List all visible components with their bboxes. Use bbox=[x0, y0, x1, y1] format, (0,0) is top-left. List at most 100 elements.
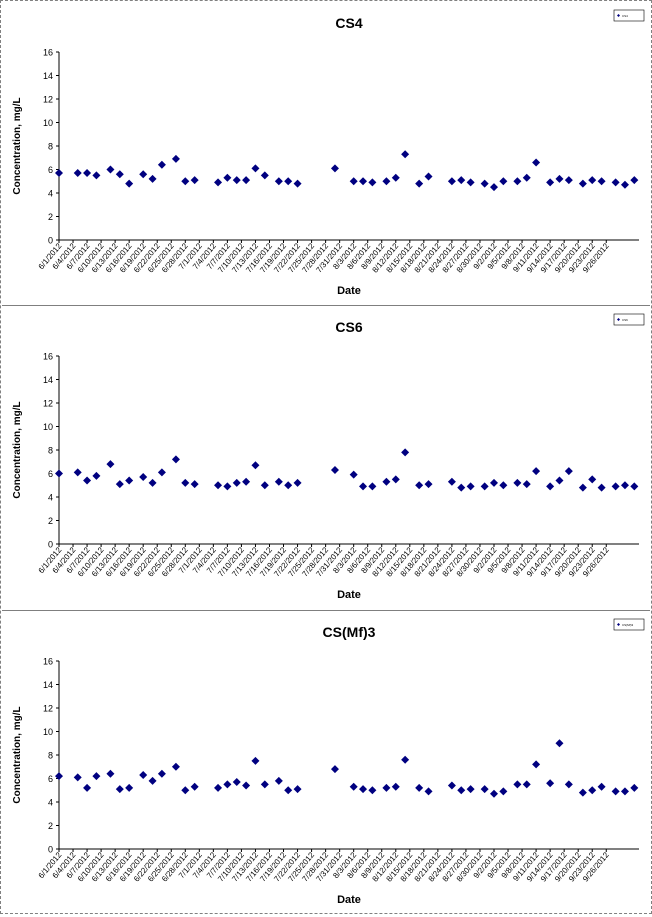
data-point bbox=[546, 482, 555, 491]
data-point bbox=[555, 476, 564, 485]
y-tick-label: 0 bbox=[48, 540, 53, 550]
data-point bbox=[578, 483, 587, 492]
data-point bbox=[349, 782, 358, 791]
data-point bbox=[330, 465, 339, 474]
data-point bbox=[284, 786, 293, 795]
data-point bbox=[359, 177, 368, 186]
legend-box bbox=[613, 313, 645, 326]
y-tick-label: 12 bbox=[43, 704, 53, 714]
data-point bbox=[190, 480, 199, 489]
data-point bbox=[480, 482, 489, 491]
y-tick-label: 12 bbox=[43, 399, 53, 409]
data-point bbox=[359, 482, 368, 491]
data-point bbox=[415, 481, 424, 490]
data-point bbox=[92, 471, 101, 480]
data-point bbox=[223, 482, 232, 491]
data-point bbox=[490, 478, 498, 487]
data-point bbox=[630, 482, 639, 491]
y-tick-label: 16 bbox=[43, 657, 53, 667]
y-tick-label: 10 bbox=[43, 727, 53, 737]
data-point bbox=[106, 769, 115, 778]
data-point bbox=[564, 780, 573, 789]
data-point bbox=[92, 772, 101, 781]
data-point bbox=[597, 483, 606, 492]
data-point bbox=[424, 480, 433, 489]
data-point bbox=[125, 476, 134, 485]
data-point bbox=[223, 780, 232, 789]
data-point bbox=[349, 470, 358, 479]
legend-marker bbox=[617, 623, 620, 626]
data-point bbox=[546, 779, 555, 788]
data-point bbox=[522, 780, 531, 789]
data-point bbox=[564, 176, 573, 185]
data-point bbox=[148, 776, 157, 785]
data-point bbox=[578, 179, 587, 188]
data-point bbox=[171, 455, 180, 464]
y-tick-label: 10 bbox=[43, 118, 53, 128]
data-point bbox=[125, 783, 134, 792]
data-point bbox=[401, 150, 410, 159]
data-point bbox=[171, 762, 180, 771]
y-tick-label: 14 bbox=[43, 680, 53, 690]
data-point bbox=[401, 448, 410, 457]
data-point bbox=[630, 176, 639, 185]
data-point bbox=[564, 467, 573, 476]
y-tick-label: 8 bbox=[48, 751, 53, 761]
data-point bbox=[171, 154, 180, 163]
data-point bbox=[466, 785, 475, 794]
y-axis-label: Concentration, mg/L bbox=[12, 706, 23, 803]
data-point bbox=[73, 773, 82, 782]
data-point bbox=[293, 785, 302, 794]
data-point bbox=[55, 469, 63, 478]
data-point bbox=[546, 178, 555, 187]
data-point bbox=[55, 772, 63, 781]
data-point bbox=[106, 165, 115, 174]
data-point bbox=[368, 482, 377, 491]
data-point bbox=[260, 780, 269, 789]
legend-box bbox=[613, 618, 645, 631]
y-tick-label: 4 bbox=[48, 798, 53, 808]
y-tick-label: 14 bbox=[43, 375, 53, 385]
data-point bbox=[349, 177, 358, 186]
data-point bbox=[293, 179, 302, 188]
data-point bbox=[588, 475, 597, 484]
data-point bbox=[274, 776, 283, 785]
data-point bbox=[611, 787, 620, 796]
data-point bbox=[242, 477, 251, 486]
data-point bbox=[620, 787, 629, 796]
legend-marker bbox=[617, 318, 620, 321]
data-point bbox=[181, 478, 190, 487]
data-point bbox=[284, 481, 293, 490]
data-point bbox=[115, 170, 124, 179]
chart-title: CS6 bbox=[335, 319, 362, 335]
data-point bbox=[359, 785, 368, 794]
data-point bbox=[490, 183, 498, 192]
data-point bbox=[73, 169, 82, 178]
y-tick-label: 6 bbox=[48, 165, 53, 175]
data-point bbox=[251, 164, 260, 173]
data-point bbox=[242, 781, 251, 790]
data-point bbox=[157, 769, 166, 778]
y-tick-label: 8 bbox=[48, 446, 53, 456]
chart-title: CS(Mf)3 bbox=[323, 624, 376, 640]
x-axis-label: Date bbox=[337, 589, 361, 601]
y-tick-label: 16 bbox=[43, 352, 53, 362]
data-point bbox=[83, 783, 92, 792]
data-point bbox=[620, 481, 629, 490]
data-point bbox=[382, 177, 391, 186]
data-point bbox=[513, 780, 522, 789]
data-point bbox=[532, 158, 541, 167]
data-point bbox=[330, 765, 339, 774]
data-point bbox=[555, 174, 564, 183]
data-point bbox=[391, 173, 400, 182]
data-point bbox=[611, 178, 620, 187]
data-point bbox=[480, 785, 489, 794]
data-point bbox=[466, 178, 475, 187]
y-tick-label: 14 bbox=[43, 71, 53, 81]
data-point bbox=[115, 480, 124, 489]
data-point bbox=[597, 782, 606, 791]
data-point bbox=[588, 786, 597, 795]
data-point bbox=[55, 169, 63, 178]
y-tick-label: 4 bbox=[48, 493, 53, 503]
data-point bbox=[588, 176, 597, 185]
